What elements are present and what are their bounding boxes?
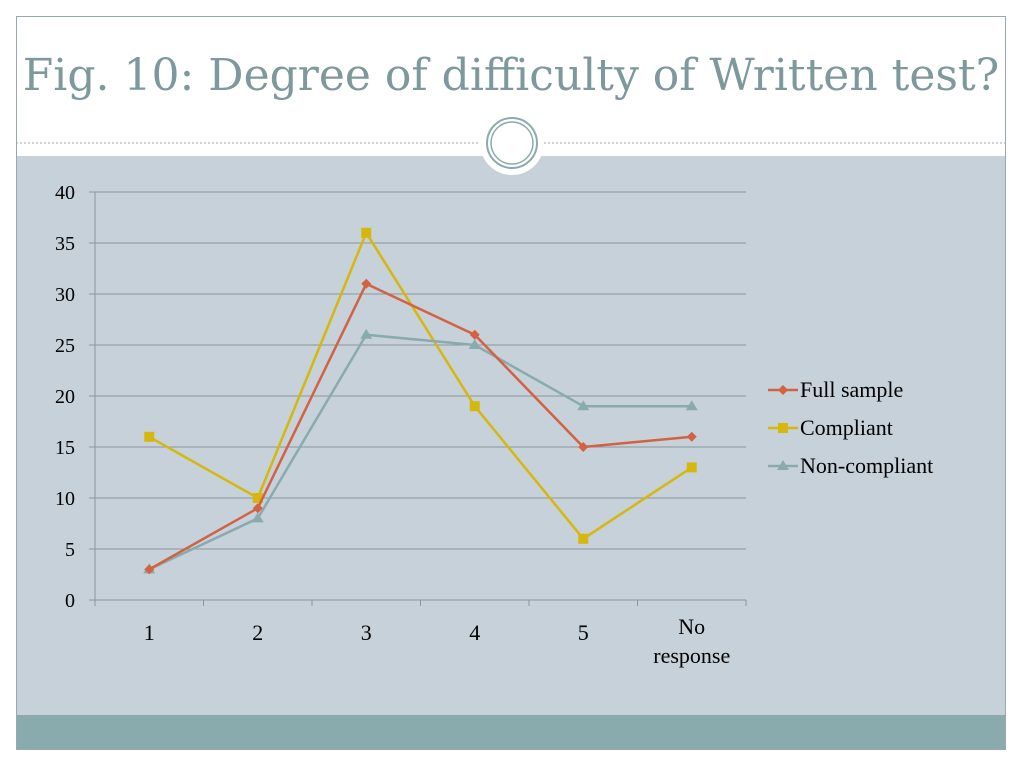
legend-item-compliant: Compliant [768, 415, 893, 440]
y-tick-label-8: 40 [55, 182, 75, 204]
point-non-compliant-1 [251, 512, 264, 523]
slide-title: Fig. 10: Degree of difficulty of Written… [22, 50, 1000, 101]
point-full-sample-1 [252, 503, 263, 514]
series-non-compliant [143, 328, 698, 574]
y-tick-label-7: 35 [55, 233, 75, 255]
point-compliant-1 [252, 493, 263, 503]
legend-label-full-sample: Full sample [800, 377, 903, 402]
slide: Fig. 10: Degree of difficulty of Written… [16, 16, 1006, 750]
series-line-non-compliant [148, 333, 692, 571]
point-non-compliant-5 [685, 400, 698, 411]
series-line-full-sample [148, 282, 692, 571]
point-full-sample-3 [469, 329, 480, 340]
x-tick-label-1: 2 [252, 620, 263, 645]
point-non-compliant-3 [468, 339, 481, 349]
line-chart: 0 5 10 15 20 25 30 35 40 1 2 3 4 5 No response Full sam… [55, 182, 933, 668]
legend-item-full-sample: Full sample [768, 377, 903, 402]
y-tick-label-2: 10 [55, 488, 75, 510]
divider-ornament-outer [480, 111, 544, 175]
y-tick-label-6: 30 [55, 284, 75, 306]
divider-ornament-middle [486, 117, 538, 169]
point-full-sample-0 [144, 564, 155, 575]
grid-layer [95, 191, 746, 601]
series-full-sample [144, 278, 697, 575]
y-tick-label-4: 20 [55, 386, 75, 408]
point-compliant-2 [361, 227, 372, 238]
legend-swatch-marker-compliant [778, 423, 788, 433]
series-compliant [144, 227, 697, 544]
series-line-compliant [148, 231, 693, 541]
x-tick-label-0: 1 [144, 620, 155, 645]
header-divider [16, 111, 1006, 175]
y-tick-label-0: 0 [65, 590, 75, 612]
divider-ornament-inner [490, 121, 534, 165]
point-full-sample-2 [361, 278, 372, 289]
axis-layer: 0 5 10 15 20 25 30 35 40 1 2 3 4 5 No response [55, 182, 747, 668]
series-layer [143, 227, 698, 575]
point-full-sample-4 [578, 442, 589, 452]
x-tick-label-3: 4 [469, 620, 480, 645]
legend-label-compliant: Compliant [800, 415, 893, 440]
legend-item-non-compliant: Non-compliant [768, 453, 933, 478]
footer-band [16, 715, 1006, 750]
y-tick-label-5: 25 [55, 335, 75, 357]
point-non-compliant-2 [360, 328, 373, 339]
point-compliant-3 [469, 401, 480, 412]
point-compliant-0 [144, 431, 155, 442]
legend-swatch-marker-non-compliant [777, 460, 789, 470]
y-tick-label-1: 5 [65, 539, 75, 561]
legend-swatch-marker-full-sample [778, 385, 788, 395]
legend-label-non-compliant: Non-compliant [800, 453, 933, 478]
legend: Full sample Compliant Non-compliant [768, 377, 933, 478]
x-tick-label-4: 5 [578, 620, 589, 645]
x-tick-label-2: 3 [361, 620, 372, 645]
point-full-sample-5 [686, 431, 697, 442]
point-compliant-5 [686, 462, 697, 473]
point-compliant-4 [578, 533, 589, 544]
point-non-compliant-4 [577, 400, 590, 411]
x-tick-label-5: No response [653, 614, 730, 668]
y-tick-label-3: 15 [55, 437, 75, 459]
